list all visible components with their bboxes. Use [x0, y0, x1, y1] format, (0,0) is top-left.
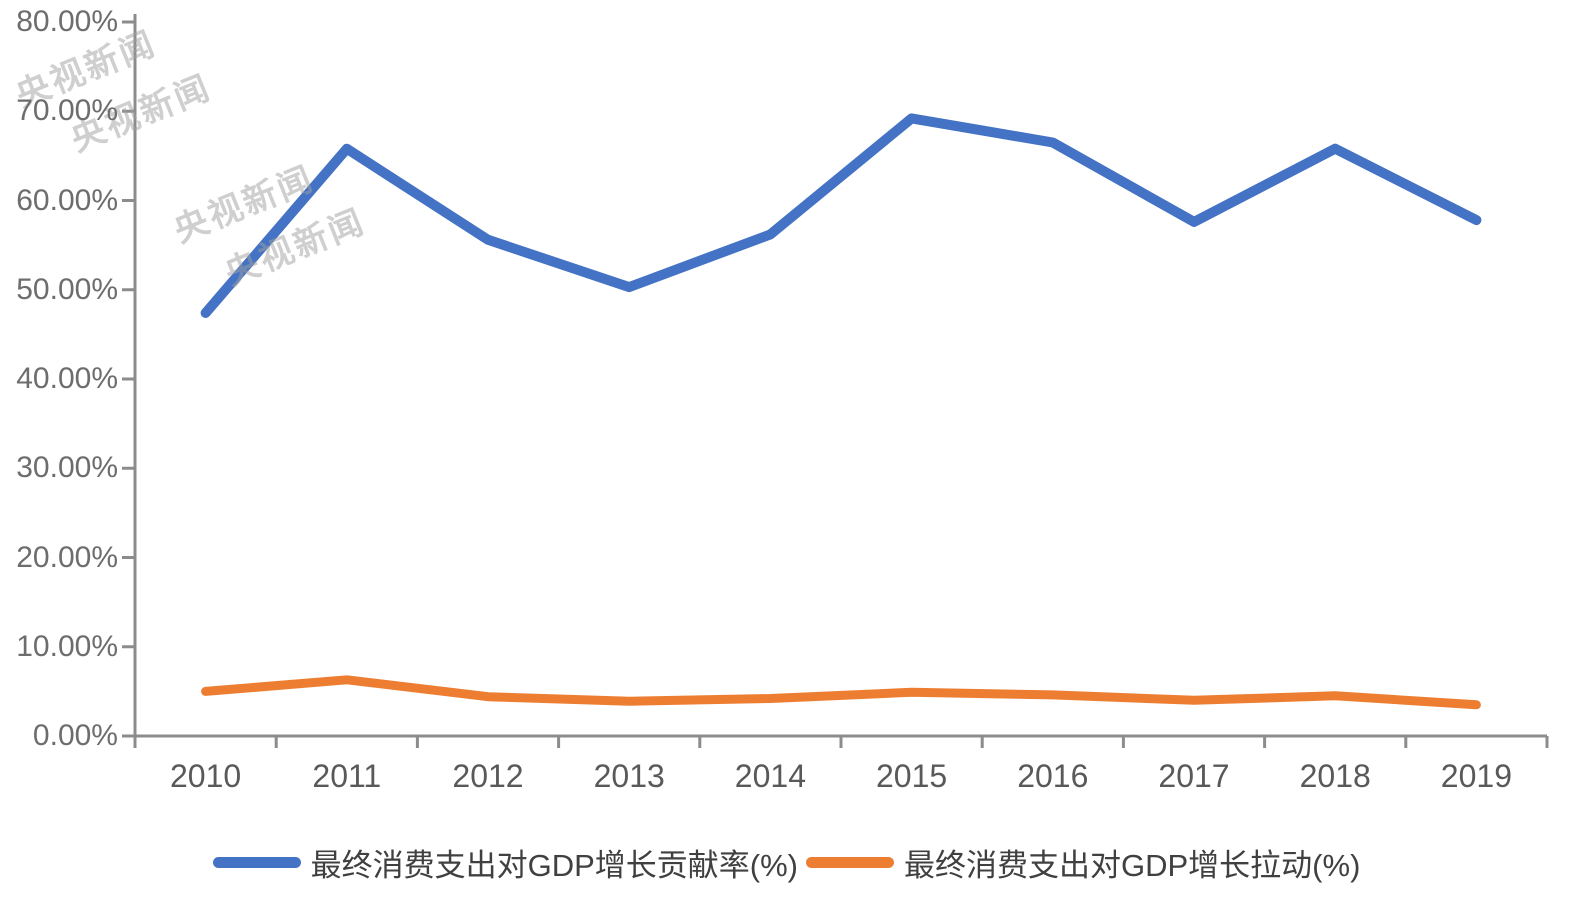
series-line-0	[200, 113, 1482, 318]
x-tick-label: 2016	[1017, 758, 1089, 794]
x-tick-label: 2012	[452, 758, 524, 794]
x-tick-label: 2013	[593, 758, 665, 794]
legend-item-pull: 最终消费支出对GDP增长拉动(%)	[806, 840, 1360, 885]
y-tick-label: 70.00%	[16, 94, 118, 128]
axes	[122, 14, 1549, 748]
legend-label-contribution-rate: 最终消费支出对GDP增长贡献率(%)	[310, 848, 798, 883]
x-tick-label: 2014	[734, 758, 806, 794]
y-tick-label: 50.00%	[16, 272, 118, 306]
x-tick-label: 2019	[1440, 758, 1512, 794]
x-tick-label: 2011	[312, 758, 382, 794]
series-line-1	[201, 675, 1481, 710]
x-tick-label: 2017	[1158, 758, 1230, 794]
y-tick-label: 60.00%	[16, 183, 118, 217]
legend-label-pull: 最终消费支出对GDP增长拉动(%)	[904, 848, 1361, 883]
legend-swatch-blue-line	[212, 857, 301, 868]
legend-swatch-orange-line	[806, 857, 894, 868]
y-tick-label: 40.00%	[16, 362, 118, 395]
y-tick-label: 0.00%	[32, 719, 118, 752]
y-tick-label: 80.00%	[16, 5, 118, 38]
legend-item-contribution-rate: 最终消费支出对GDP增长贡献率(%)	[212, 840, 798, 885]
y-tick-label: 20.00%	[16, 540, 118, 574]
series-lines	[200, 113, 1482, 710]
y-tick-label: 30.00%	[16, 451, 118, 485]
x-tick-label: 2018	[1299, 758, 1371, 794]
x-tick-label: 2015	[876, 758, 948, 794]
x-tick-label: 2010	[170, 758, 242, 794]
chart-legend: 最终消费支出对GDP增长贡献率(%) 最终消费支出对GDP增长拉动(%)	[0, 840, 1573, 885]
y-tick-label: 10.00%	[16, 629, 118, 663]
